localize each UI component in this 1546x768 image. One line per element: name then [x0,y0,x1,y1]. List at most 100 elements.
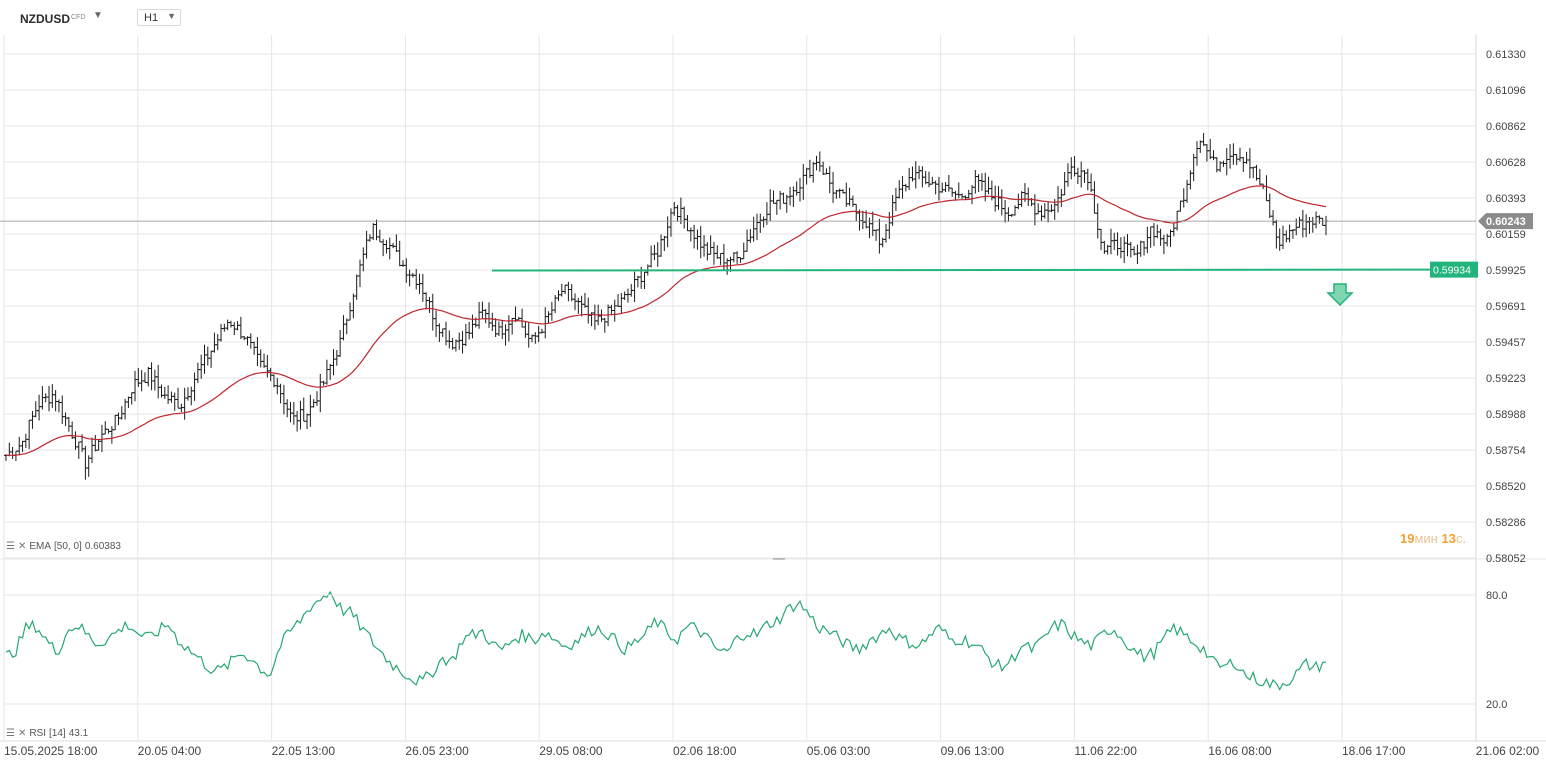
candle [318,373,323,413]
candle [103,421,108,435]
candle [83,445,88,480]
price-tick: 0.58052 [1486,553,1526,565]
price-tick: 0.60159 [1486,229,1526,241]
arrow-down-icon[interactable] [1326,283,1354,307]
candle [976,174,981,193]
candles [4,132,1328,480]
candle [447,330,452,349]
price-tick: 0.59457 [1486,337,1526,349]
current-price-tag: 0.60243 [1478,213,1533,230]
close-icon[interactable]: ✕ [17,728,27,739]
candle [99,424,104,452]
price-tick: 0.58520 [1486,481,1526,493]
candle [119,406,124,420]
candle [407,269,412,287]
candle [1310,216,1315,233]
candle [748,228,753,243]
candle [1003,199,1008,223]
candle [189,386,194,406]
candle [1036,203,1041,215]
list-icon[interactable]: ☰ [6,728,15,739]
list-icon[interactable]: ☰ [6,541,15,552]
candle [37,394,42,421]
candle [900,175,905,199]
candle [933,180,938,195]
grid [0,35,1546,742]
timeframe-select[interactable]: H1 ▼ [137,9,181,26]
candle [291,401,296,425]
candle [956,182,961,199]
candle [1118,237,1123,259]
time-tick: 05.06 03:00 [807,744,871,758]
price-tags: 0.60243 0.59934 [1430,213,1533,278]
time-axis: 15.05.2025 18:00 20.05 04:00 22.05 13:00 26… [4,744,1540,758]
candle [771,190,776,204]
candle [556,290,561,302]
candle [381,239,386,257]
candle [126,396,131,409]
time-tick: 09.06 13:00 [941,744,1005,758]
candle [619,293,624,314]
candle [543,307,548,339]
candle [146,366,151,387]
candle [523,321,528,338]
candle [27,419,32,449]
candle [1039,205,1044,221]
close-icon[interactable]: ✕ [17,541,27,552]
candle [202,344,207,374]
symbol-name[interactable]: NZDUSD [20,12,70,26]
candle [715,245,720,259]
candle [209,350,214,368]
candle [857,209,862,231]
candle [377,229,382,243]
candle [917,165,922,180]
chevron-down-icon[interactable]: ▼ [93,10,103,21]
candle [331,349,336,376]
candle [850,195,855,207]
countdown-minutes: 19 [1400,531,1415,546]
candle [305,413,310,430]
time-tick: 29.05 08:00 [539,744,603,758]
support-line[interactable] [491,268,1431,272]
line-price-tag-text: 0.59934 [1433,265,1471,277]
candle [357,259,362,288]
price-tick: 0.60862 [1486,121,1526,133]
candle [308,394,313,427]
candle [682,206,687,229]
candle [1108,228,1113,255]
candle [53,390,58,412]
candle [136,367,141,387]
candle [129,392,134,405]
candle-countdown: 19мин 13с. [1400,531,1466,546]
time-tick: 21.06 02:00 [1476,744,1540,758]
candle [1211,150,1216,161]
candle [874,229,879,241]
candle [199,354,204,379]
candle [314,391,319,406]
candle [758,213,763,233]
candle [573,293,578,311]
candle [827,166,832,194]
candle [311,399,316,408]
candle [1234,154,1239,166]
candle [870,211,875,237]
candle [943,182,948,193]
candle [47,385,52,412]
rsi-axis: 80.0 20.0 [4,590,1507,711]
candle [1049,204,1054,213]
candle [387,237,392,260]
candle [1165,233,1170,247]
candle [708,235,713,255]
candle [887,212,892,239]
candle [893,187,898,211]
candle [1257,168,1262,185]
candle [1085,168,1090,191]
candle [56,399,61,413]
price-tick: 0.58754 [1486,445,1526,457]
price-tick: 0.59223 [1486,373,1526,385]
candle [698,226,703,259]
candle [1201,132,1206,146]
candle [23,433,28,449]
candle [364,230,369,259]
